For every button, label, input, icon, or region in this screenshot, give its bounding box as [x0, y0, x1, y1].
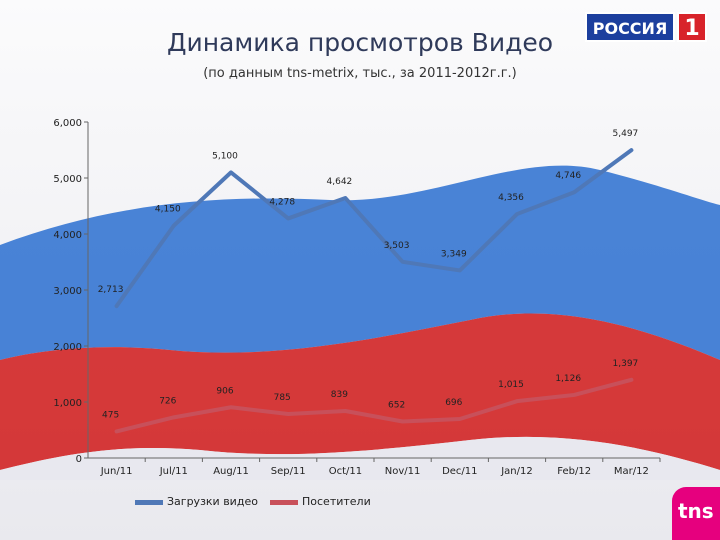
axes: 0 1,000 2,000 3,000 4,000 5,000 6,000 Jun/11 Jul… [53, 118, 661, 477]
series-line-visitors [114, 377, 634, 434]
x-tick-label: Sep/11 [271, 466, 306, 477]
data-label: 2,713 [98, 285, 124, 295]
x-tick-label: Feb/12 [557, 466, 591, 477]
x-tick-label: Jan/12 [500, 466, 533, 477]
data-label: 1,126 [555, 374, 581, 384]
brand-logo-number: 1 [677, 12, 707, 42]
data-label: 839 [331, 390, 348, 400]
data-label: 4,356 [498, 193, 524, 203]
tns-logo: tns [672, 487, 720, 540]
legend-swatch-visitors [270, 499, 298, 505]
data-label: 1,015 [498, 380, 524, 390]
data-label: 5,497 [613, 129, 639, 139]
data-label: 785 [274, 393, 291, 403]
chart-title: Динамика просмотров Видео [166, 28, 554, 57]
data-label: 5,100 [212, 151, 238, 161]
y-tick-label: 3,000 [53, 286, 82, 297]
flag-decoration [0, 165, 720, 480]
x-tick-label: Jun/11 [100, 466, 133, 477]
data-label: 3,349 [441, 249, 467, 259]
legend-swatch-downloads [135, 499, 163, 505]
brand-logo-text: РОССИЯ [585, 12, 675, 42]
x-tick-label: Mar/12 [614, 466, 649, 477]
data-label: 4,746 [555, 171, 581, 181]
data-label: 4,150 [155, 205, 181, 215]
y-tick-label: 0 [76, 454, 82, 465]
data-label: 4,642 [327, 177, 353, 187]
series-line-downloads [114, 148, 634, 309]
y-tick-label: 6,000 [53, 118, 82, 129]
y-tick-label: 2,000 [53, 342, 82, 353]
x-tick-label: Jul/11 [159, 466, 188, 477]
data-label: 696 [445, 398, 462, 408]
data-label: 906 [216, 386, 233, 396]
data-label: 3,503 [384, 241, 410, 251]
data-label: 475 [102, 410, 119, 420]
series-lines [114, 148, 634, 434]
x-tick-label: Dec/11 [442, 466, 477, 477]
x-tick-label: Nov/11 [385, 466, 421, 477]
brand-logo: РОССИЯ 1 [585, 12, 709, 42]
data-label: 1,397 [613, 359, 639, 369]
data-labels: 2,713 4,150 5,100 4,278 4,642 3,503 3,349 4,356… [98, 129, 639, 420]
y-tick-label: 5,000 [53, 174, 82, 185]
data-label: 652 [388, 400, 405, 410]
y-tick-label: 4,000 [53, 230, 82, 241]
chart-subtitle: (по данным tns-metrix, тыс., за 2011-201… [203, 66, 517, 81]
legend-label-downloads: Загрузки видео [167, 495, 258, 508]
data-label: 4,278 [269, 197, 295, 207]
y-tick-label: 1,000 [53, 398, 82, 409]
legend-item-downloads: Загрузки видео [135, 495, 258, 508]
data-label: 726 [159, 396, 176, 406]
legend-item-visitors: Посетители [270, 495, 371, 508]
x-tick-label: Oct/11 [329, 466, 362, 477]
x-tick-label: Aug/11 [213, 466, 249, 477]
legend-label-visitors: Посетители [302, 495, 371, 508]
tns-logo-text: tns [678, 499, 714, 523]
